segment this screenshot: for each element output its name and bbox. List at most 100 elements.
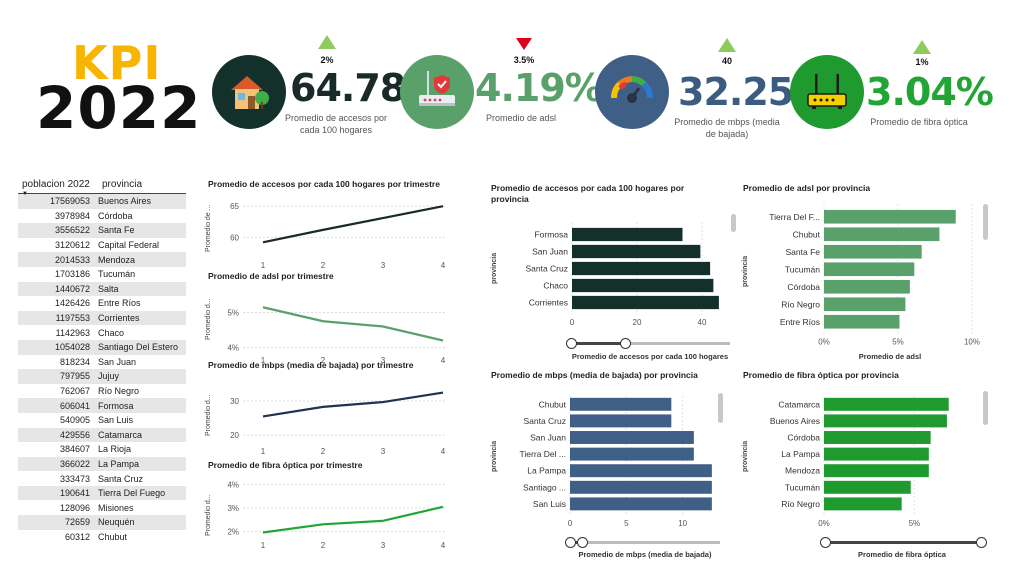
kpi-label: Promedio de fibra óptica [870,117,968,127]
bar-chart-xlabel: Promedio de accesos por cada 100 hogares [571,352,729,361]
table-row[interactable]: 1054028 Santiago Del Estero [18,339,186,355]
poblacion-cell: 3556522 [54,225,90,236]
bar [824,279,910,294]
x-tick-label: 2 [321,261,326,270]
table-row[interactable]: 1197553 Corrientes [18,310,186,326]
table-row[interactable]: 333473 Santa Cruz [18,471,186,486]
table-row[interactable]: 17569053 Buenos Aires [18,194,186,209]
trend-up-icon [318,35,336,49]
table-row[interactable]: 384607 La Rioja [18,442,186,457]
x-tick-label: 1 [261,447,266,456]
chart-scrollbar[interactable] [718,393,723,423]
bar [572,244,701,259]
range-slider-end-handle[interactable] [620,338,631,349]
range-slider-track [570,541,720,544]
bar-chart-ylabel: provincia [491,252,498,284]
x-tick-label: 2 [321,447,326,456]
bar [824,397,949,411]
bar [570,397,672,411]
range-slider-start-handle[interactable] [820,537,831,548]
category-label: Formosa [534,230,568,240]
range-slider-start-handle[interactable] [565,537,576,548]
chart-scrollbar[interactable] [983,204,988,240]
bar [572,227,683,242]
category-label: Río Negro [781,299,820,309]
chart-scrollbar[interactable] [731,214,736,232]
bar [572,295,719,310]
category-label: Santa Cruz [525,264,568,274]
series-line [262,306,444,342]
category-label: Córdoba [787,433,820,443]
kpi-value: 3.04% [866,70,994,114]
bar [824,209,956,224]
provincia-cell: San Juan [98,356,137,367]
bar [824,447,929,461]
mbps-provincia-bar-chart: 0 5 10 Chubut Santa Cruz San Juan Tierra Del .… [520,394,712,528]
poblacion-table: poblacion 2022 provincia ▼ 17569053 Bueno… [18,176,186,544]
column-header-provincia[interactable]: provincia [102,179,143,190]
column-header-poblacion[interactable]: poblacion 2022 [22,179,90,190]
provincia-cell: La Rioja [98,444,132,455]
fibra-trimestre-line-chart: 2% 3% 4% 1 2 3 4 [227,481,447,550]
provincia-cell: Chubut [98,531,128,542]
bar-chart-ylabel: provincia [742,440,749,472]
trend-up-icon [913,40,931,54]
table-row[interactable]: 128096 Misiones [18,500,186,515]
table-row[interactable]: 3556522 Santa Fe [18,223,186,238]
poblacion-cell: 1703186 [54,269,90,280]
table-row[interactable]: 190641 Tierra Del Fuego [18,485,186,501]
table-row[interactable]: 1703186 Tucumán [18,267,186,282]
provincia-cell: Formosa [98,400,134,411]
table-row[interactable]: 762067 Río Negro [18,384,186,399]
table-row[interactable]: 1440672 Salta [18,281,186,297]
provincia-cell: Chaco [98,327,125,338]
table-row[interactable]: 797955 Jujuy [18,369,186,384]
trend-down-icon [516,38,532,50]
bar-chart-xlabel: Promedio de mbps (media de bajada) [578,550,712,559]
table-row[interactable]: 1142963 Chaco [18,325,186,340]
provincia-cell: Neuquén [98,517,135,528]
x-tick-label: 2 [321,541,326,550]
line-chart-ylabel: Promedio d... [205,394,212,436]
table-row[interactable]: 72659 Neuquén [18,515,186,530]
table-row[interactable]: 1426426 Entre Ríos [18,296,186,311]
bar-chart-ylabel: provincia [491,440,498,472]
y-tick-label: 4% [227,344,239,353]
table-row[interactable]: 540905 San Luis [18,413,186,428]
category-label: San Juan [530,433,566,443]
provincia-cell: Entre Ríos [98,298,141,309]
provincia-cell: Tucumán [98,269,136,280]
poblacion-cell: 1197553 [55,313,90,324]
poblacion-cell: 1426426 [54,298,90,309]
table-row[interactable]: 3120612 Capital Federal [18,238,186,253]
kpi-delta: 40 [721,56,732,66]
table-row[interactable]: 366022 La Pampa [18,456,186,472]
poblacion-cell: 1142963 [55,327,90,338]
bar [824,262,915,277]
table-row[interactable]: 429556 Catamarca [18,427,186,443]
provincia-cell: Mendoza [98,254,136,265]
chart-scrollbar[interactable] [983,391,988,425]
category-label: Chubut [793,229,821,239]
range-slider-end-handle[interactable] [976,537,987,548]
provincia-cell: Catamarca [98,429,143,440]
table-row[interactable]: 60312 Chubut [18,530,186,545]
category-label: Buenos Aires [770,416,820,426]
bar [570,464,712,478]
range-slider-end-handle[interactable] [577,537,588,548]
category-label: Santiago ... [523,482,566,492]
poblacion-cell: 17569053 [49,196,90,207]
table-row[interactable]: 606041 Formosa [18,398,186,413]
table-row[interactable]: 818234 San Juan [18,355,186,370]
series-line [262,205,444,244]
bar-chart-title: Promedio de fibra óptica por provincia [743,370,899,380]
range-slider-start-handle[interactable] [566,338,577,349]
kpi-label: Promedio de mbps (media de bajada) [674,117,780,139]
category-label: Tucumán [785,264,820,274]
category-label: Entre Ríos [780,317,820,327]
poblacion-cell: 818234 [59,356,90,367]
bar [824,497,902,511]
table-row[interactable]: 3978984 Córdoba [18,209,186,224]
table-row[interactable]: 2014533 Mendoza [18,252,186,267]
x-tick-label: 4 [441,261,446,270]
